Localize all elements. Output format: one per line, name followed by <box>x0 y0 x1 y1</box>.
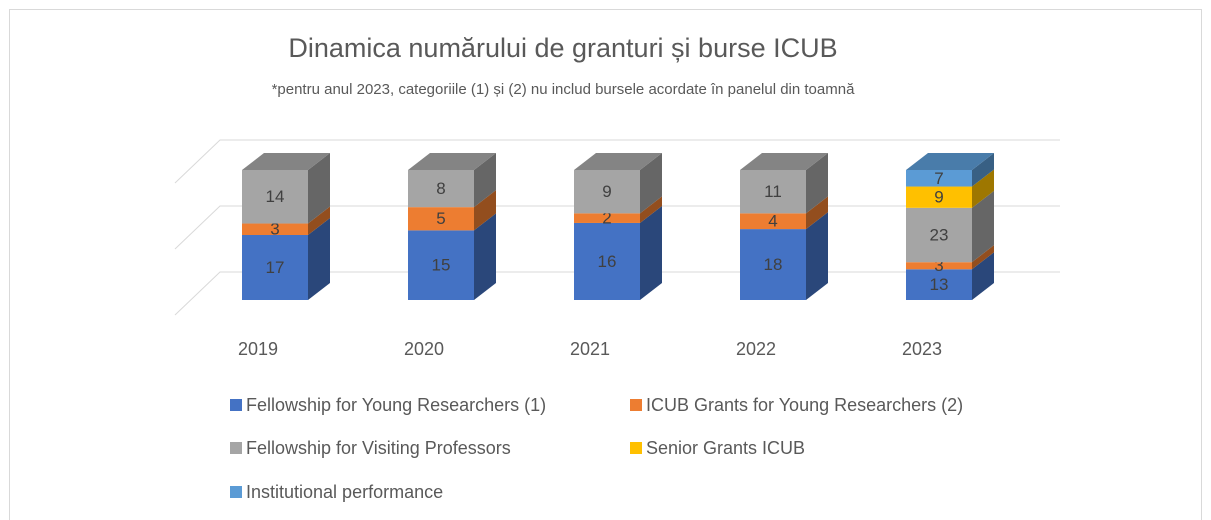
bar-side <box>972 190 994 263</box>
bar <box>408 230 474 300</box>
data-label: 17 <box>266 258 285 277</box>
legend-swatch <box>230 486 242 498</box>
bar <box>242 170 308 224</box>
x-tick-label: 2022 <box>736 339 776 359</box>
bar <box>408 170 474 208</box>
data-label: 5 <box>436 209 445 228</box>
x-tick-label: 2021 <box>570 339 610 359</box>
data-label: 23 <box>930 225 949 244</box>
data-label: 16 <box>598 252 617 271</box>
legend-swatch <box>630 399 642 411</box>
legend-label: Senior Grants ICUB <box>646 438 805 458</box>
bar-side <box>972 153 994 187</box>
bar-side <box>474 190 496 231</box>
data-label: 3 <box>270 220 279 239</box>
chart-title: Dinamica numărului de granturi și burse … <box>288 33 837 63</box>
bar-top <box>574 153 662 170</box>
legend-swatch <box>230 399 242 411</box>
data-label: 15 <box>432 256 451 275</box>
data-label: 7 <box>934 169 943 188</box>
bar-side <box>806 212 828 300</box>
bar-top <box>242 153 330 170</box>
bar-side <box>308 153 330 224</box>
bar <box>906 207 972 263</box>
data-label: 4 <box>768 212 777 231</box>
bar <box>574 170 640 214</box>
legend-label: Fellowship for Visiting Professors <box>246 438 511 458</box>
bar-side <box>308 218 330 300</box>
data-label: 13 <box>930 275 949 294</box>
bar <box>906 186 972 208</box>
bar <box>242 235 308 300</box>
bar-side <box>640 205 662 300</box>
bar <box>574 222 640 300</box>
bar-top <box>740 153 828 170</box>
data-label: 11 <box>764 182 782 201</box>
x-tick-label: 2020 <box>404 339 444 359</box>
data-label: 8 <box>436 179 445 198</box>
bar-side <box>972 252 994 300</box>
legend-label: ICUB Grants for Young Researchers (2) <box>646 395 963 415</box>
data-label: 9 <box>602 182 611 201</box>
bar-side <box>972 169 994 208</box>
bar <box>740 170 806 214</box>
legend-swatch <box>230 442 242 454</box>
x-tick-label: 2023 <box>902 339 942 359</box>
data-label: 18 <box>764 255 783 274</box>
bar-side <box>640 196 662 223</box>
bar <box>574 213 640 223</box>
bar <box>242 223 308 235</box>
bar-side <box>640 153 662 214</box>
legend-swatch <box>630 442 642 454</box>
bar <box>740 213 806 230</box>
bar <box>408 207 474 231</box>
bar-side <box>806 196 828 230</box>
bar <box>906 269 972 300</box>
bar-top <box>906 153 994 170</box>
bar-side <box>972 245 994 270</box>
bar <box>740 229 806 300</box>
data-label: 3 <box>934 256 943 275</box>
data-label: 2 <box>602 209 611 228</box>
bar-side <box>474 153 496 208</box>
bar-side <box>308 206 330 235</box>
data-label: 14 <box>266 187 285 206</box>
bar-top <box>408 153 496 170</box>
legend-label: Institutional performance <box>246 482 443 502</box>
data-label: 9 <box>934 188 943 207</box>
grid-line <box>174 139 1060 184</box>
bar-side <box>806 153 828 214</box>
bar <box>906 262 972 270</box>
chart-subtitle: *pentru anul 2023, categoriile (1) și (2… <box>272 81 856 98</box>
x-tick-label: 2019 <box>238 339 278 359</box>
legend-label: Fellowship for Young Researchers (1) <box>246 395 546 415</box>
bar-side <box>474 213 496 300</box>
bar <box>906 170 972 187</box>
